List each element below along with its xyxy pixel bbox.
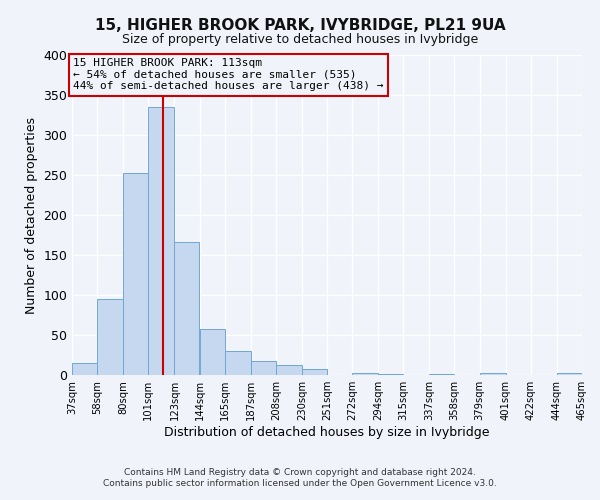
Bar bbox=[479, 374, 506, 375]
Bar bbox=[251, 360, 276, 375]
Text: 15 HIGHER BROOK PARK: 113sqm
← 54% of detached houses are smaller (535)
44% of s: 15 HIGHER BROOK PARK: 113sqm ← 54% of de… bbox=[73, 58, 383, 92]
Bar bbox=[557, 374, 582, 375]
Text: 15, HIGHER BROOK PARK, IVYBRIDGE, PL21 9UA: 15, HIGHER BROOK PARK, IVYBRIDGE, PL21 9… bbox=[95, 18, 505, 32]
Bar bbox=[123, 172, 148, 375]
Bar bbox=[224, 351, 251, 375]
Bar bbox=[430, 374, 455, 375]
X-axis label: Distribution of detached houses by size in Ivybridge: Distribution of detached houses by size … bbox=[164, 426, 490, 439]
Bar bbox=[378, 374, 403, 375]
Text: Size of property relative to detached houses in Ivybridge: Size of property relative to detached ho… bbox=[122, 32, 478, 46]
Bar bbox=[352, 374, 378, 375]
Text: Contains HM Land Registry data © Crown copyright and database right 2024.
Contai: Contains HM Land Registry data © Crown c… bbox=[103, 468, 497, 487]
Bar bbox=[199, 330, 224, 375]
Bar bbox=[302, 370, 327, 375]
Bar bbox=[175, 242, 199, 375]
Bar bbox=[148, 107, 175, 375]
Bar bbox=[97, 299, 123, 375]
Bar bbox=[72, 363, 97, 375]
Bar bbox=[276, 364, 302, 375]
Y-axis label: Number of detached properties: Number of detached properties bbox=[25, 116, 38, 314]
